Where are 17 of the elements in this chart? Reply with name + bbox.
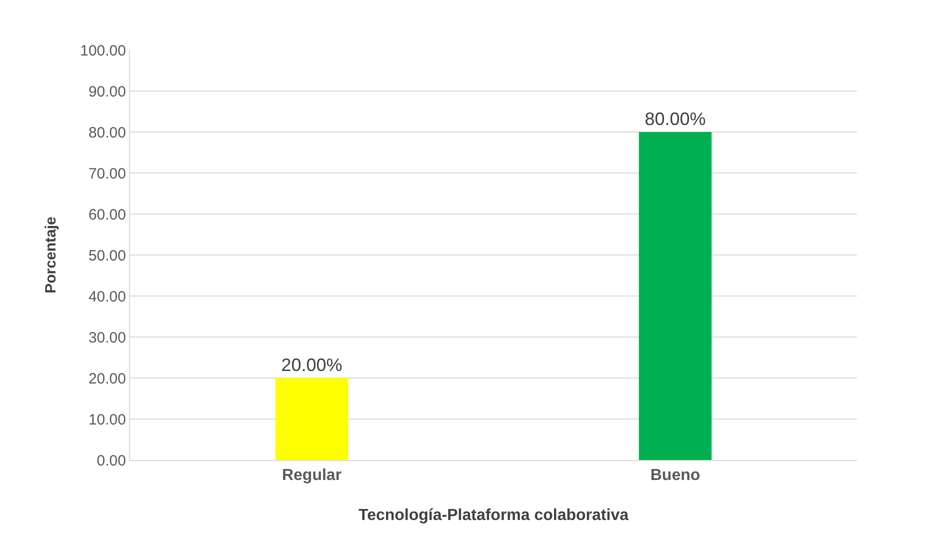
x-tick-label: Regular (282, 467, 342, 484)
y-tick-label: 40.00 (88, 288, 126, 306)
x-axis-title: Tecnología-Plataforma colaborativa (358, 506, 629, 524)
y-tick-label: 20.00 (88, 370, 126, 388)
y-tick-label: 80.00 (88, 124, 126, 142)
y-tick-label: 100.00 (80, 42, 126, 60)
y-tick-label: 10.00 (88, 411, 126, 428)
y-tick-label: 90.00 (88, 83, 126, 100)
data-label: 20.00% (281, 355, 342, 375)
y-tick-label: 30.00 (88, 329, 126, 346)
data-label: 80.00% (644, 109, 706, 129)
y-tick-label: 0.00 (96, 452, 126, 470)
y-tick-label: 60.00 (88, 206, 126, 224)
y-tick-label: 50.00 (88, 247, 126, 264)
y-axis-title: Porcentaje (42, 216, 60, 294)
y-tick-label: 70.00 (88, 165, 126, 182)
x-tick-label: Bueno (650, 467, 700, 484)
